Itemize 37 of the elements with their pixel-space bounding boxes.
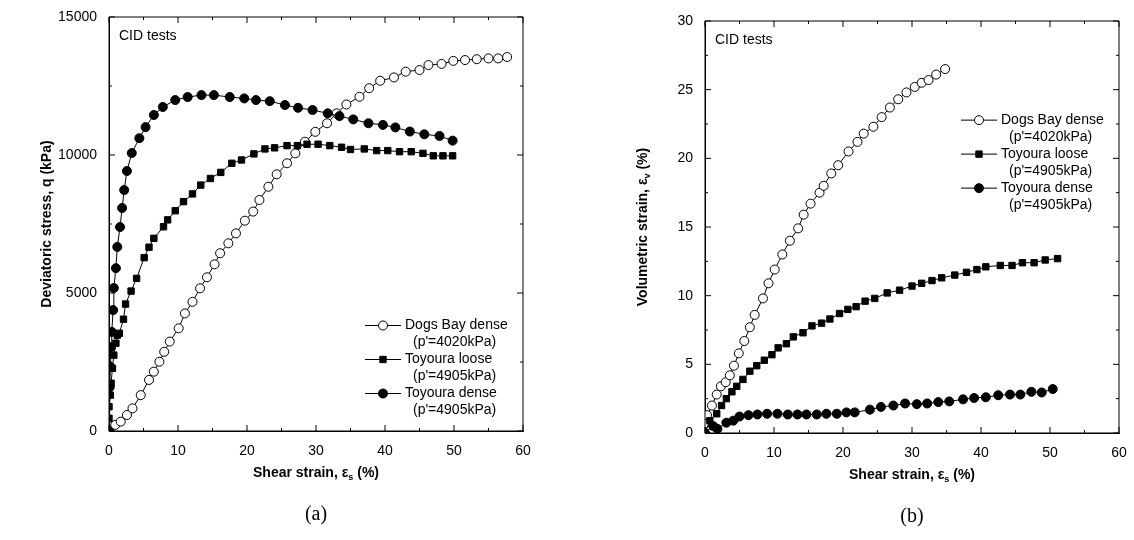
legend-label: Toyoura loose (p'=4905kPa): [405, 350, 497, 384]
annotation: CID tests: [715, 30, 773, 47]
text: (b): [900, 504, 924, 528]
x-tick-label: 30: [308, 442, 324, 459]
legend-label: Toyoura loose (p'=4905kPa): [1001, 145, 1093, 178]
x-tick-label: 0: [105, 442, 114, 459]
y-tick-label: 10: [677, 286, 694, 303]
y-axis-title: Deviatoric stress, q (kPa): [37, 140, 54, 308]
text: (a): [304, 502, 328, 526]
y-tick-label: 25: [677, 80, 694, 97]
y-tick-label: 5000: [65, 283, 98, 300]
y-tick-label: 15000: [58, 7, 98, 24]
x-tick-label: 20: [239, 442, 255, 459]
y-tick-label: 0: [685, 423, 694, 440]
legend-label: Dogs Bay dense (p'=4020kPa): [405, 316, 508, 350]
legend-label: Toyoura dense (p'=4905kPa): [1001, 179, 1094, 212]
x-tick-label: 60: [1111, 444, 1127, 461]
x-tick-label: 10: [170, 442, 186, 459]
y-tick-label: 15: [677, 217, 694, 234]
y-tick-label: 20: [677, 149, 694, 166]
x-tick-label: 50: [446, 442, 462, 459]
x-tick-label: 0: [701, 444, 710, 461]
x-tick-label: 40: [377, 442, 393, 459]
y-axis-title: Volumetric strain, εv (%): [633, 147, 652, 307]
y-tick-label: 10000: [58, 145, 98, 162]
y-tick-label: 5: [685, 355, 694, 372]
x-tick-label: 40: [973, 444, 989, 461]
legend-label: Toyoura dense (p'=4905kPa): [405, 384, 498, 418]
y-tick-label: 0: [89, 421, 98, 438]
x-tick-label: 10: [766, 444, 782, 461]
x-tick-label: 60: [515, 442, 531, 459]
y-tick-label: 30: [677, 11, 694, 28]
legend-label: Dogs Bay dense (p'=4020kPa): [1001, 111, 1104, 144]
x-tick-label: 20: [835, 444, 851, 461]
annotation: CID tests: [119, 26, 177, 43]
x-tick-label: 30: [904, 444, 920, 461]
x-tick-label: 50: [1042, 444, 1058, 461]
